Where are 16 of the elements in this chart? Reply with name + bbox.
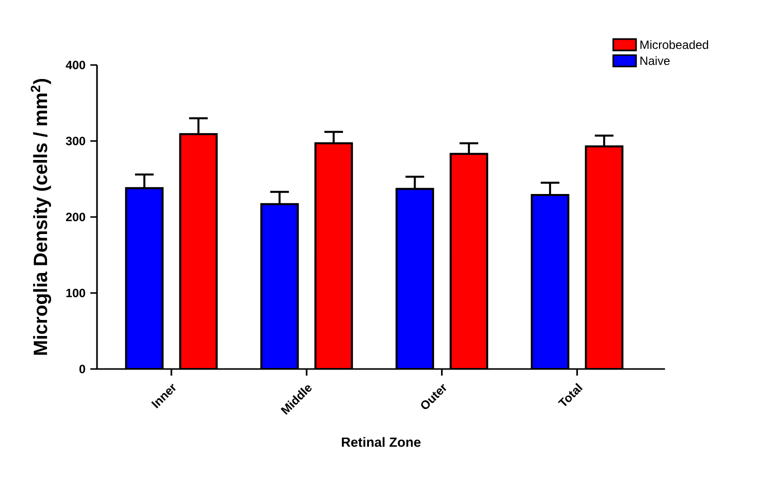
bar <box>260 203 299 369</box>
y-tick-label: 0 <box>79 364 86 374</box>
bar <box>314 142 353 369</box>
y-axis-title: Microglia Density (cells / mm$^{2}$) <box>30 78 52 355</box>
bar <box>396 188 434 369</box>
y-tick-label: 300 <box>66 136 86 146</box>
x-axis-title: Retinal Zone <box>342 437 421 447</box>
legend-label: Naive <box>640 56 670 66</box>
y-tick-label: 200 <box>66 212 86 222</box>
legend-label: Microbeaded <box>640 40 708 50</box>
bar <box>450 152 488 369</box>
bar <box>179 133 218 369</box>
y-tick-label: 400 <box>66 60 86 70</box>
bar <box>584 145 624 369</box>
y-tick-label: 100 <box>66 288 86 298</box>
bar <box>125 187 164 369</box>
